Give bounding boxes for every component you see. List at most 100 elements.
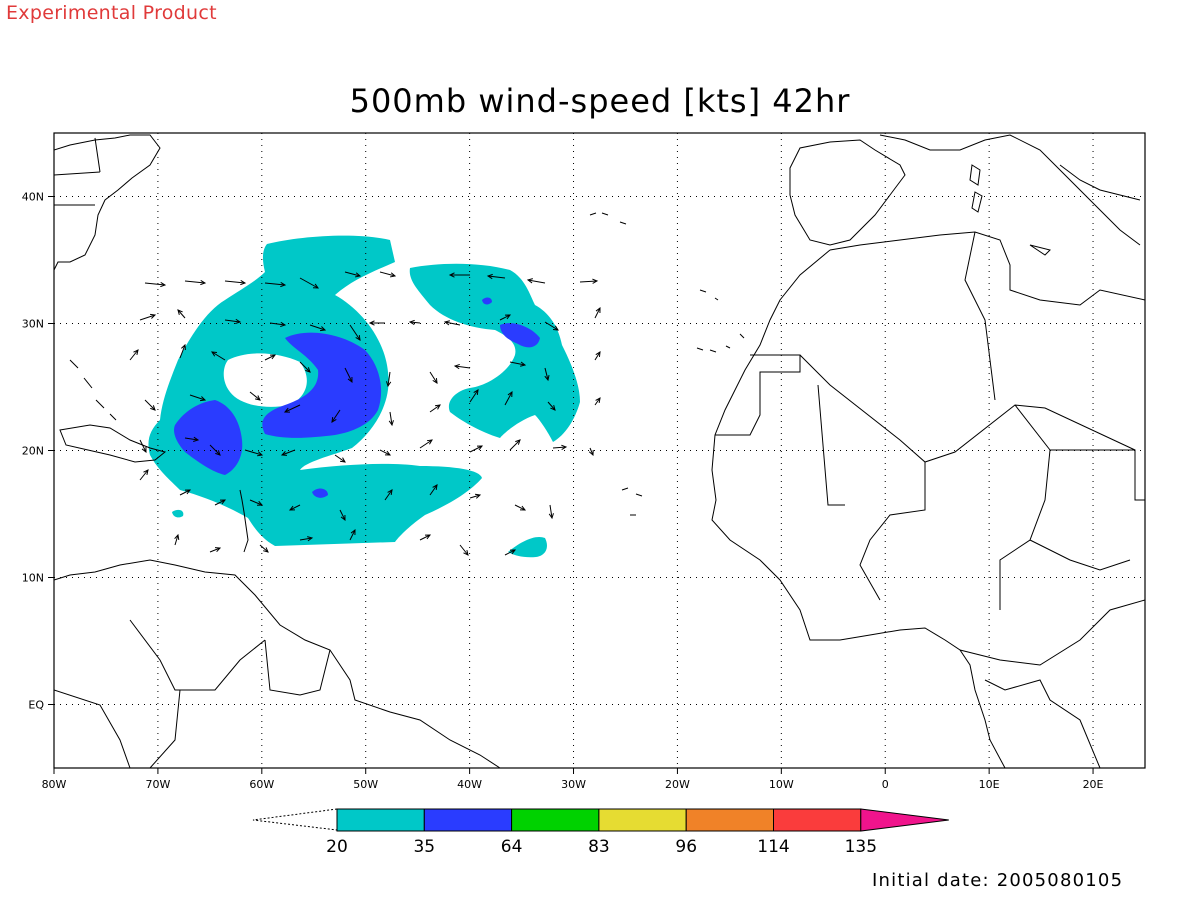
wind-arrow [283, 404, 301, 413]
wind-arrow [408, 319, 421, 326]
wind-arrow [334, 454, 346, 463]
wind-arrow [453, 363, 471, 370]
wind-arrow [349, 528, 356, 541]
wind-35kt-region-north [262, 332, 382, 438]
wind-arrow [280, 449, 296, 456]
wind-arrow [588, 447, 594, 457]
wind-arrow [309, 324, 327, 332]
wind-arrow [214, 499, 227, 506]
wind-arrow [184, 279, 207, 286]
wind-arrow [388, 411, 394, 427]
wind-arrow [544, 367, 550, 382]
wind-arrow [244, 449, 264, 457]
wind-arrow [504, 390, 513, 406]
wind-arrow [429, 484, 438, 496]
x-tick-label: 10E [979, 778, 1000, 791]
x-tick-label: 40W [457, 778, 482, 791]
wind-arrow [419, 534, 432, 541]
wind-20kt-region-southeast [508, 536, 547, 558]
wind-arrow [299, 277, 320, 289]
europe-coast [879, 134, 1141, 246]
wind-arrow [448, 272, 470, 278]
cape-verde-canary-islands [589, 212, 745, 516]
wind-arrow [499, 314, 512, 321]
wind-arrow [129, 349, 139, 361]
wind-arrow [299, 536, 314, 542]
wind-arrow [548, 504, 554, 520]
wind-arrow [486, 273, 506, 280]
x-tick-label: 0 [882, 778, 889, 791]
mediterranean-islands [969, 164, 1051, 256]
north-america-coast [54, 134, 161, 271]
wind-arrow [249, 391, 261, 401]
wind-arrow [594, 397, 601, 406]
wind-vectors [129, 271, 601, 556]
x-tick-label: 20E [1083, 778, 1104, 791]
colorbar-label: 64 [501, 837, 523, 857]
wind-arrow [259, 544, 269, 553]
wind-arrow [139, 469, 149, 481]
x-tick-label: 50W [353, 778, 378, 791]
wind-arrow [288, 504, 301, 511]
colorbar-label: 135 [845, 837, 877, 857]
south-america-borders [54, 619, 331, 768]
wind-arrow [299, 361, 311, 373]
wind-arrow [224, 279, 247, 286]
wind-arrow [344, 271, 362, 278]
greater-antilles [59, 424, 167, 463]
wind-speed-shading [148, 235, 580, 558]
x-tick-label: 70W [145, 778, 170, 791]
wind-arrow [184, 436, 200, 442]
wind-arrow [177, 309, 186, 319]
wind-arrow [144, 399, 156, 411]
wind-arrow [552, 444, 568, 450]
north-america-interior [54, 137, 101, 206]
y-tick-label: 20N [22, 445, 44, 458]
wind-arrow [509, 439, 521, 451]
wind-arrow [429, 404, 441, 413]
bahamas [69, 359, 117, 421]
wind-arrow [579, 278, 599, 284]
colorbar-low-triangle [252, 808, 338, 831]
africa-coast [711, 231, 1145, 768]
wind-arrow [379, 449, 392, 456]
wind-35kt-region-west [174, 400, 243, 475]
x-tick-label: 20W [665, 778, 690, 791]
wind-calm-core [223, 353, 307, 407]
wind-arrow [179, 343, 186, 359]
wind-arrow [339, 509, 346, 522]
product-tag: Experimental Product [6, 2, 217, 24]
colorbar-label: 114 [757, 837, 789, 857]
x-tick-label: 60W [249, 778, 274, 791]
wind-arrow [526, 278, 546, 284]
colorbar-label: 83 [588, 837, 610, 857]
colorbar-high-triangle [860, 808, 949, 832]
wind-arrow [379, 271, 397, 278]
wind-arrow [469, 493, 482, 499]
colorbar-segment [598, 808, 687, 832]
wind-arrow [349, 324, 361, 341]
colorbar-segment [336, 808, 425, 832]
wind-arrow [504, 549, 517, 556]
wind-arrow [209, 547, 222, 553]
iberia-coast [789, 139, 906, 246]
wind-arrow [459, 544, 469, 556]
wind-arrow [469, 445, 484, 453]
wind-arrow [209, 444, 221, 456]
colorbar-segment [773, 808, 862, 832]
wind-arrow [547, 401, 556, 411]
colorbar: 20 35 64 83 96 114 135 [252, 808, 949, 857]
wind-arrow [386, 371, 392, 388]
colorbar-label: 96 [675, 837, 697, 857]
wind-arrow [331, 409, 341, 423]
wind-arrow [544, 321, 559, 331]
wind-35kt-spot-center [312, 488, 328, 498]
longitude-tick-labels: 80W 70W 60W 50W 40W 30W 20W 10W 0 10E 20E [42, 768, 1104, 791]
wind-20kt-region-small [172, 509, 184, 518]
wind-arrow [189, 394, 207, 402]
colorbar-label: 20 [326, 837, 348, 857]
wind-arrow [594, 306, 601, 319]
y-tick-label: 40N [22, 191, 44, 204]
south-america-coast [54, 559, 501, 768]
colorbar-label: 35 [413, 837, 435, 857]
